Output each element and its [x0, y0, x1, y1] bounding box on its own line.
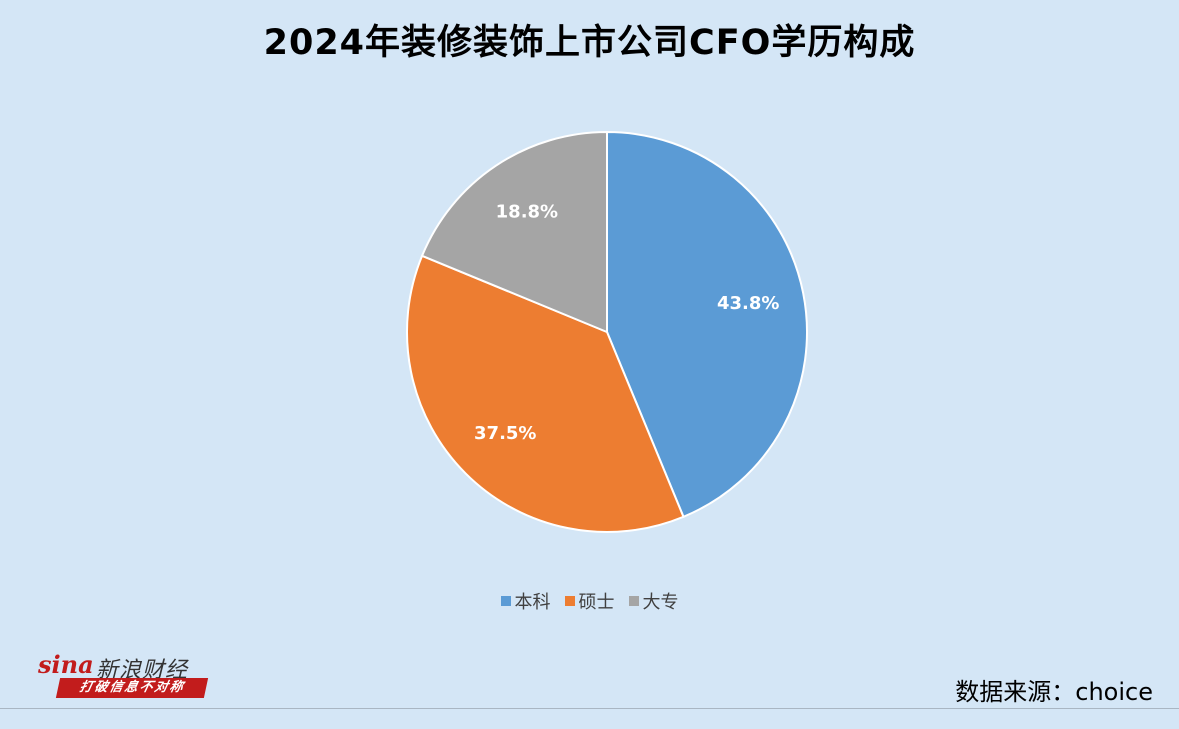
pie-slice-shuoshi[interactable]: [406, 254, 685, 533]
sina-finance-logo[interactable]: sina 新浪财经 打破信息不对称: [36, 648, 209, 700]
legend-swatch-shuoshi: [564, 596, 575, 606]
legend-label-benke: 本科: [514, 592, 551, 613]
data-label-benke: 43.8%: [717, 293, 779, 314]
legend-swatch-benke: [500, 596, 511, 606]
chart-legend: 本科 硕士 大专: [0, 588, 1179, 614]
legend-item-dazhuan[interactable]: 大专: [628, 588, 679, 614]
bottom-divider: [0, 708, 1179, 709]
legend-item-benke[interactable]: 本科: [500, 588, 551, 614]
legend-swatch-dazhuan: [628, 596, 639, 606]
pie-slice-dazhuan[interactable]: [420, 130, 608, 334]
sina-logo-text: sina: [38, 650, 94, 679]
logo-top: sina 新浪财经: [36, 648, 206, 683]
logo-slogan: 打破信息不对称: [55, 678, 209, 698]
pie-slice-benke[interactable]: [606, 130, 808, 519]
legend-label-shuoshi: 硕士: [578, 592, 615, 613]
legend-item-shuoshi[interactable]: 硕士: [564, 588, 615, 614]
chart-title: 2024年装修装饰上市公司CFO学历构成: [263, 23, 916, 63]
data-label-dazhuan: 18.8%: [496, 201, 558, 222]
data-source: 数据来源：choice: [955, 678, 1153, 706]
legend-label-dazhuan: 大专: [642, 592, 679, 613]
data-label-shuoshi: 37.5%: [474, 423, 536, 444]
